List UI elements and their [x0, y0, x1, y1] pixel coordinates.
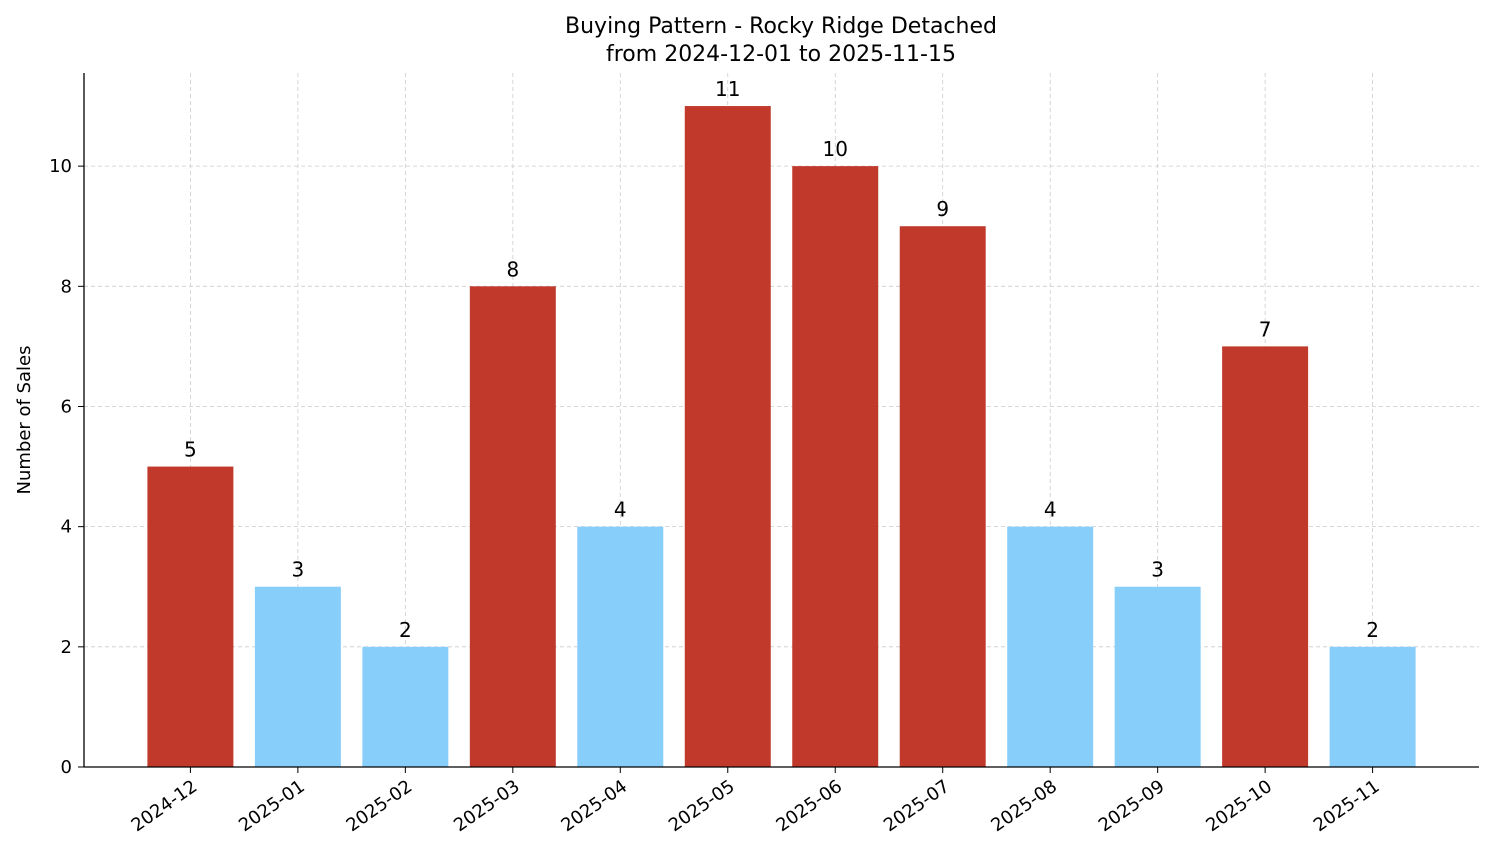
- x-tick-label: 2024-12: [128, 776, 202, 836]
- x-tick-label: 2025-04: [557, 776, 631, 836]
- y-tick-label: 10: [49, 156, 72, 177]
- data-label: 11: [715, 77, 740, 101]
- chart-subtitle: from 2024-12-01 to 2025-11-15: [606, 42, 956, 67]
- data-labels: 5 3 2 8 4 11 10 9 4 3 7 2: [184, 77, 1379, 642]
- bar-2025-01: [254, 586, 341, 767]
- bar-2025-08: [1007, 526, 1094, 767]
- bar-2025-07: [899, 226, 986, 768]
- data-label: 2: [399, 618, 412, 642]
- x-tick-label: 2025-07: [880, 776, 954, 836]
- bar-2024-12: [147, 466, 234, 767]
- bar-2025-05: [684, 106, 771, 768]
- data-label: 3: [292, 558, 305, 582]
- y-axis-label: Number of Sales: [14, 345, 35, 494]
- data-label: 8: [506, 257, 519, 281]
- data-label: 4: [614, 498, 627, 522]
- y-tick-label: 8: [61, 276, 72, 297]
- y-tick-label: 2: [61, 637, 72, 658]
- x-tick-label: 2025-02: [343, 776, 417, 836]
- data-label: 10: [823, 137, 848, 161]
- y-tick-label: 4: [61, 517, 72, 538]
- x-tick-label: 2025-09: [1095, 776, 1169, 836]
- bar-2025-11: [1329, 646, 1416, 767]
- data-label: 3: [1151, 558, 1164, 582]
- data-label: 5: [184, 438, 197, 462]
- y-tick-label: 6: [61, 396, 72, 417]
- x-tick-label: 2025-08: [987, 776, 1061, 836]
- x-tick-label: 2025-05: [665, 776, 739, 836]
- data-label: 4: [1044, 498, 1057, 522]
- bar-2025-09: [1114, 586, 1201, 767]
- x-tick-label: 2025-03: [450, 776, 524, 836]
- bar-2025-03: [469, 286, 556, 767]
- bars: [147, 106, 1416, 768]
- y-tick-label: 0: [61, 757, 72, 778]
- x-tick-label: 2025-01: [235, 776, 309, 836]
- x-tick-label: 2025-10: [1202, 776, 1276, 836]
- bar-2025-02: [362, 646, 449, 767]
- x-tick-label: 2025-06: [772, 776, 846, 836]
- data-label: 7: [1259, 317, 1272, 341]
- data-label: 2: [1366, 618, 1379, 642]
- bar-2025-06: [792, 166, 879, 767]
- bar-2025-04: [577, 526, 664, 767]
- x-tick-label: 2025-11: [1310, 776, 1384, 836]
- chart-title: Buying Pattern - Rocky Ridge Detached: [565, 14, 997, 39]
- bar-2025-10: [1222, 346, 1309, 767]
- data-label: 9: [936, 197, 949, 221]
